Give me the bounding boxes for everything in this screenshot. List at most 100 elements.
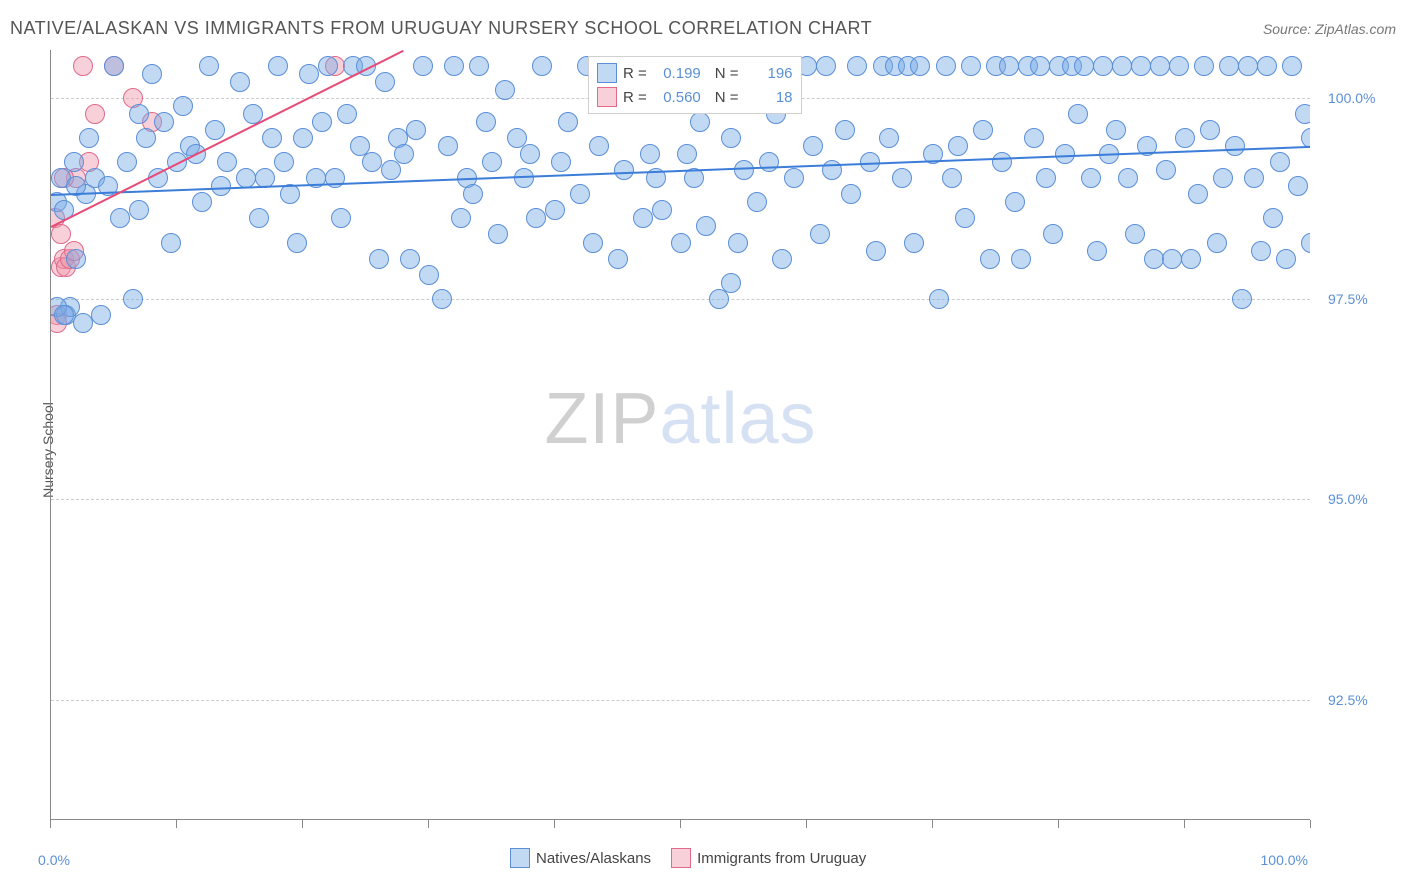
- scatter-point-series-a: [1238, 56, 1258, 76]
- scatter-point-series-a: [999, 56, 1019, 76]
- scatter-point-series-a: [583, 233, 603, 253]
- scatter-point-series-a: [696, 216, 716, 236]
- x-tick: [680, 820, 681, 828]
- scatter-point-series-a: [1106, 120, 1126, 140]
- scatter-point-series-a: [1081, 168, 1101, 188]
- legend-item-label: Natives/Alaskans: [536, 850, 651, 867]
- scatter-point-series-a: [413, 56, 433, 76]
- legend-item: Immigrants from Uruguay: [671, 848, 866, 868]
- scatter-point-series-a: [79, 128, 99, 148]
- scatter-point-series-a: [961, 56, 981, 76]
- x-tick: [554, 820, 555, 828]
- scatter-point-series-a: [1270, 152, 1290, 172]
- scatter-point-series-a: [91, 305, 111, 325]
- scatter-point-series-a: [1024, 128, 1044, 148]
- y-tick-label: 100.0%: [1328, 90, 1375, 106]
- scatter-point-series-a: [910, 56, 930, 76]
- scatter-point-series-a: [948, 136, 968, 156]
- legend-swatch-icon: [597, 87, 617, 107]
- scatter-point-series-a: [337, 104, 357, 124]
- scatter-point-series-a: [1125, 224, 1145, 244]
- scatter-point-series-a: [772, 249, 792, 269]
- scatter-point-series-a: [551, 152, 571, 172]
- scatter-point-series-a: [268, 56, 288, 76]
- scatter-point-series-a: [476, 112, 496, 132]
- scatter-point-series-a: [728, 233, 748, 253]
- y-tick-label: 92.5%: [1328, 692, 1368, 708]
- scatter-point-series-a: [362, 152, 382, 172]
- scatter-point-series-a: [652, 200, 672, 220]
- scatter-point-series-a: [810, 224, 830, 244]
- scatter-point-series-a: [299, 64, 319, 84]
- scatter-point-series-a: [532, 56, 552, 76]
- scatter-point-series-a: [545, 200, 565, 220]
- legend-swatch-icon: [671, 848, 691, 868]
- gridline: [51, 499, 1310, 500]
- scatter-point-series-a: [400, 249, 420, 269]
- scatter-point-series-a: [1301, 233, 1310, 253]
- scatter-point-series-a: [469, 56, 489, 76]
- x-tick: [932, 820, 933, 828]
- legend-r-value: 0.199: [653, 65, 701, 82]
- legend-n-label: N =: [715, 89, 739, 106]
- gridline: [51, 700, 1310, 701]
- scatter-point-series-a: [217, 152, 237, 172]
- scatter-point-series-a: [1074, 56, 1094, 76]
- legend-swatch-icon: [510, 848, 530, 868]
- scatter-point-series-a: [1288, 176, 1308, 196]
- legend-correlation: R =0.199N =196R =0.560N =18: [588, 56, 802, 114]
- scatter-point-series-a: [1200, 120, 1220, 140]
- chart-container: Nursery School ZIPatlas 92.5%95.0%97.5%1…: [10, 50, 1396, 850]
- chart-title: NATIVE/ALASKAN VS IMMIGRANTS FROM URUGUA…: [10, 18, 872, 39]
- x-tick: [1184, 820, 1185, 828]
- legend-r-label: R =: [623, 65, 647, 82]
- x-tick: [1310, 820, 1311, 828]
- scatter-point-series-a: [1282, 56, 1302, 76]
- x-tick: [806, 820, 807, 828]
- scatter-point-series-a: [1232, 289, 1252, 309]
- scatter-point-series-a: [73, 313, 93, 333]
- legend-n-value: 18: [745, 89, 793, 106]
- scatter-point-series-a: [66, 249, 86, 269]
- scatter-point-series-a: [192, 192, 212, 212]
- legend-item-label: Immigrants from Uruguay: [697, 850, 866, 867]
- scatter-point-series-a: [488, 224, 508, 244]
- scatter-point-series-a: [482, 152, 502, 172]
- scatter-point-series-a: [1251, 241, 1271, 261]
- legend-series: Natives/Alaskans Immigrants from Uruguay: [510, 848, 866, 868]
- scatter-point-series-a: [1181, 249, 1201, 269]
- scatter-point-series-a: [690, 112, 710, 132]
- scatter-point-series-a: [879, 128, 899, 148]
- scatter-point-series-a: [759, 152, 779, 172]
- scatter-point-series-a: [1030, 56, 1050, 76]
- scatter-point-series-a: [280, 184, 300, 204]
- header-row: NATIVE/ALASKAN VS IMMIGRANTS FROM URUGUA…: [10, 18, 1396, 39]
- x-axis-min-label: 0.0%: [38, 852, 70, 868]
- scatter-point-series-a: [721, 273, 741, 293]
- scatter-point-series-a: [955, 208, 975, 228]
- watermark-zip: ZIP: [544, 379, 659, 459]
- scatter-point-series-a: [142, 64, 162, 84]
- scatter-point-series-a: [866, 241, 886, 261]
- scatter-point-series-a: [608, 249, 628, 269]
- scatter-point-series-a: [64, 152, 84, 172]
- scatter-point-series-a: [526, 208, 546, 228]
- scatter-point-series-a: [614, 160, 634, 180]
- scatter-point-series-a: [904, 233, 924, 253]
- scatter-point-series-a: [721, 128, 741, 148]
- chart-source: Source: ZipAtlas.com: [1263, 21, 1396, 37]
- scatter-point-series-a: [1194, 56, 1214, 76]
- gridline: [51, 299, 1310, 300]
- scatter-point-series-a: [671, 233, 691, 253]
- scatter-point-series-a: [1036, 168, 1056, 188]
- scatter-point-series-a: [1257, 56, 1277, 76]
- scatter-point-series-a: [1207, 233, 1227, 253]
- legend-item: Natives/Alaskans: [510, 848, 651, 868]
- scatter-point-series-a: [1087, 241, 1107, 261]
- scatter-point-series-a: [1188, 184, 1208, 204]
- scatter-point-series-a: [936, 56, 956, 76]
- scatter-point-series-a: [249, 208, 269, 228]
- legend-r-value: 0.560: [653, 89, 701, 106]
- scatter-point-series-a: [1175, 128, 1195, 148]
- scatter-point-series-a: [438, 136, 458, 156]
